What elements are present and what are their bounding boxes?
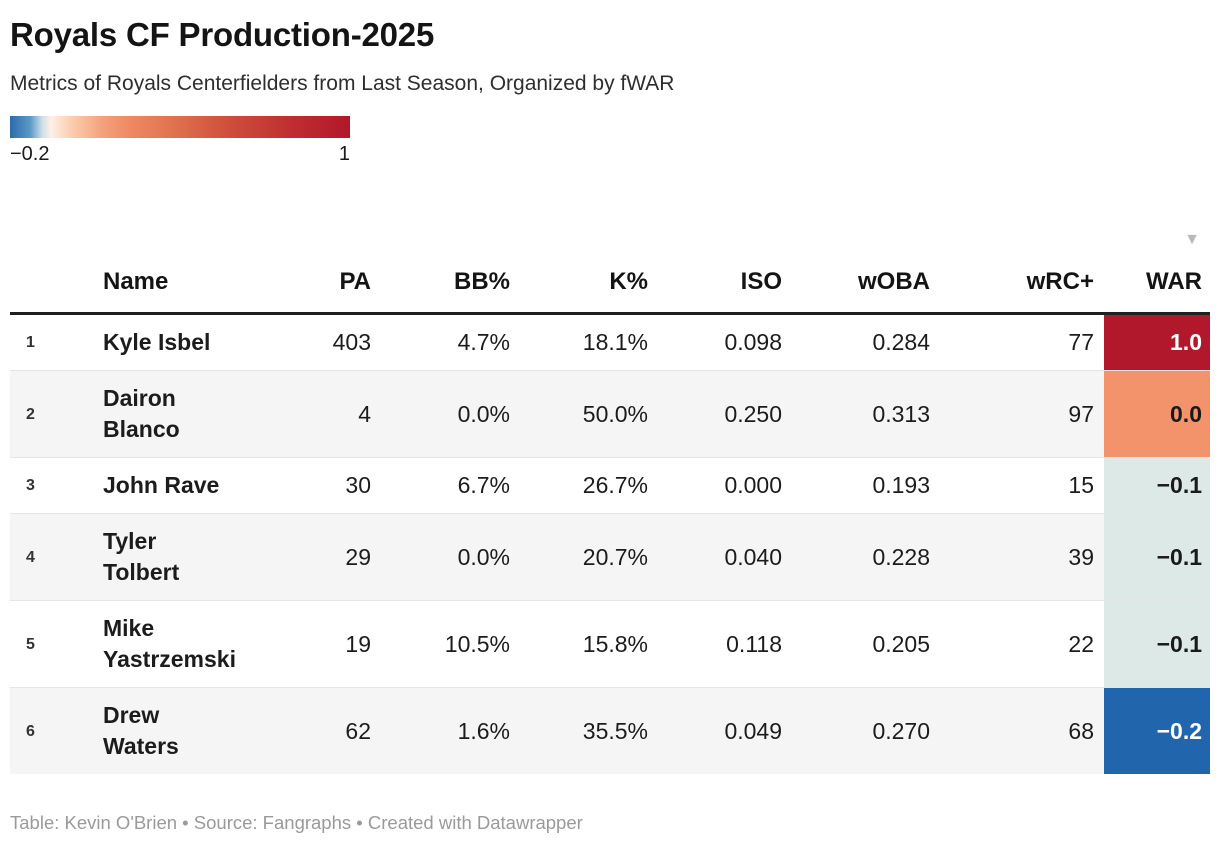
column-header-war-label: WAR xyxy=(1146,268,1202,295)
legend-max-label: 1 xyxy=(338,143,350,165)
cell-wrc: 15 xyxy=(940,457,1104,514)
table-row: 4 Tyler Tolbert 29 0.0% 20.7% 0.040 0.22… xyxy=(10,513,1210,601)
page-title: Royals CF Production-2025 xyxy=(10,16,435,53)
player-name: Kyle Isbel xyxy=(103,329,211,355)
cell-woba: 0.270 xyxy=(792,687,940,774)
legend-min-label: −0.2 xyxy=(10,143,50,165)
player-name: Tyler Tolbert xyxy=(103,513,293,601)
color-legend: −0.2 1 xyxy=(10,116,350,167)
column-header-iso[interactable]: ISO xyxy=(658,226,792,315)
column-header-k[interactable]: K% xyxy=(520,226,658,315)
color-gradient-bar xyxy=(10,116,350,138)
cell-woba: 0.205 xyxy=(792,600,940,688)
cell-bb: 6.7% xyxy=(381,457,520,514)
cell-k: 18.1% xyxy=(582,329,648,355)
column-header-rank xyxy=(10,226,103,315)
cell-bb: 10.5% xyxy=(381,600,520,688)
column-header-war[interactable]: ▼ WAR xyxy=(1104,226,1210,315)
cell-bb: 0.0% xyxy=(381,370,520,458)
cell-pa: 29 xyxy=(293,513,381,601)
cell-war-heatmap: −0.1 xyxy=(1104,457,1210,514)
cell-war-heatmap: −0.1 xyxy=(1104,513,1210,601)
cell-pa: 19 xyxy=(293,600,381,688)
cell-bb: 0.0% xyxy=(381,513,520,601)
cell-k: 50.0% xyxy=(520,370,658,458)
cell-pa: 30 xyxy=(293,457,381,514)
cell-bb: 1.6% xyxy=(381,687,520,774)
row-rank: 4 xyxy=(10,513,103,601)
cell-wrc: 77 xyxy=(1068,329,1094,355)
column-header-name[interactable]: Name xyxy=(103,226,293,315)
cell-woba: 0.228 xyxy=(792,513,940,601)
column-header-woba[interactable]: wOBA xyxy=(792,226,940,315)
cell-war-heatmap: −0.1 xyxy=(1104,600,1210,688)
cell-pa: 4 xyxy=(293,370,381,458)
row-rank: 3 xyxy=(10,457,103,514)
cell-wrc: 22 xyxy=(940,600,1104,688)
cell-k: 26.7% xyxy=(520,457,658,514)
row-rank: 5 xyxy=(10,600,103,688)
player-name: Mike Yastrzemski xyxy=(103,600,293,688)
cell-iso: 0.118 xyxy=(658,600,792,688)
row-rank: 2 xyxy=(10,370,103,458)
table-row: 5 Mike Yastrzemski 19 10.5% 15.8% 0.118 … xyxy=(10,600,1210,688)
table-row: 1 Kyle Isbel 403 4.7% 18.1% 0.098 0.284 … xyxy=(10,313,1210,371)
table-row: 6 Drew Waters 62 1.6% 35.5% 0.049 0.270 … xyxy=(10,687,1210,774)
column-header-wrc[interactable]: wRC+ xyxy=(940,226,1104,315)
cell-k: 15.8% xyxy=(520,600,658,688)
header-row: Name PA BB% K% ISO wOBA wRC+ ▼ WAR xyxy=(10,226,1210,315)
cell-iso: 0.098 xyxy=(724,329,782,355)
cell-woba: 0.193 xyxy=(792,457,940,514)
attribution-footer: Table: Kevin O'Brien • Source: Fangraphs… xyxy=(10,812,583,833)
cell-wrc: 39 xyxy=(940,513,1104,601)
cell-bb: 4.7% xyxy=(457,329,510,355)
cell-pa: 62 xyxy=(293,687,381,774)
page-subtitle: Metrics of Royals Centerfielders from La… xyxy=(10,72,675,95)
sort-descending-icon[interactable]: ▼ xyxy=(1184,231,1200,248)
cell-iso: 0.040 xyxy=(658,513,792,601)
stats-table: Name PA BB% K% ISO wOBA wRC+ ▼ WAR 1 Kyl… xyxy=(10,226,1210,774)
cell-war-heatmap: −0.2 xyxy=(1104,687,1210,774)
cell-iso: 0.250 xyxy=(658,370,792,458)
cell-woba: 0.284 xyxy=(872,329,930,355)
row-rank: 6 xyxy=(10,687,103,774)
cell-iso: 0.000 xyxy=(658,457,792,514)
cell-k: 20.7% xyxy=(520,513,658,601)
player-name: Dairon Blanco xyxy=(103,370,293,458)
column-header-pa[interactable]: PA xyxy=(293,226,381,315)
table-row: 2 Dairon Blanco 4 0.0% 50.0% 0.250 0.313… xyxy=(10,370,1210,458)
cell-war-heatmap: 1.0 xyxy=(1104,313,1210,371)
cell-iso: 0.049 xyxy=(658,687,792,774)
player-name: Drew Waters xyxy=(103,687,293,774)
column-header-bb[interactable]: BB% xyxy=(381,226,520,315)
cell-wrc: 68 xyxy=(940,687,1104,774)
row-rank: 1 xyxy=(26,334,35,351)
cell-woba: 0.313 xyxy=(792,370,940,458)
cell-war-heatmap: 0.0 xyxy=(1104,370,1210,458)
player-name: John Rave xyxy=(103,457,293,514)
cell-k: 35.5% xyxy=(520,687,658,774)
table-row: 3 John Rave 30 6.7% 26.7% 0.000 0.193 15… xyxy=(10,457,1210,514)
cell-wrc: 97 xyxy=(940,370,1104,458)
cell-pa: 403 xyxy=(332,329,371,355)
